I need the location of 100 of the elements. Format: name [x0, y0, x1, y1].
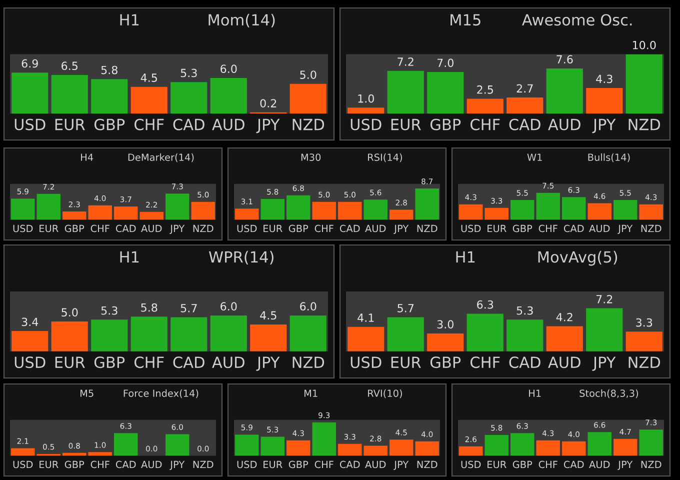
data-label: 7.6: [556, 55, 573, 64]
chart-subtitle: DeMarker(14): [128, 153, 194, 162]
chart-subtitle: WPR(14): [208, 250, 274, 265]
x-tick-label: CHF: [134, 356, 164, 368]
bar: [387, 70, 424, 114]
bar: [12, 72, 48, 114]
chart-title: H1: [529, 390, 541, 397]
bar: [626, 332, 662, 352]
bar: [62, 212, 86, 220]
chart-title: M5: [80, 390, 94, 397]
data-label: 5.0: [62, 308, 78, 317]
x-tick-label: EUR: [391, 356, 421, 368]
x-tick-label: CHF: [314, 460, 334, 468]
data-label: 5.7: [398, 304, 414, 312]
bar: [348, 108, 384, 114]
data-label: 3.0: [437, 320, 454, 329]
bar: [390, 440, 414, 456]
chart-title: H1: [120, 251, 139, 263]
bar: [415, 188, 439, 220]
chart-subtitle: RVI(10): [368, 389, 402, 398]
bar: [348, 326, 384, 352]
data-label: 0.2: [260, 99, 276, 108]
x-tick-label: CAD: [116, 460, 136, 468]
bar: [546, 68, 583, 114]
x-tick-label: JPY: [170, 460, 185, 470]
bar: [510, 433, 534, 456]
bar: [166, 434, 190, 456]
bar: [312, 422, 336, 456]
x-tick-label: NZD: [292, 118, 324, 130]
x-tick-label: CHF: [90, 224, 110, 232]
x-tick-label: JPY: [618, 460, 633, 470]
bar: [562, 441, 586, 456]
bar: [614, 200, 638, 220]
x-tick-label: AUD: [141, 460, 162, 468]
data-label: 5.3: [516, 306, 533, 315]
bar: [338, 444, 362, 456]
chart-title: W1: [527, 154, 542, 161]
bar: [387, 317, 424, 352]
data-label: 4.3: [596, 74, 612, 84]
bar: [170, 82, 208, 114]
data-label: 6.0: [220, 64, 237, 74]
bar: [260, 436, 284, 456]
x-tick-label: CAD: [509, 356, 540, 368]
bar: [536, 192, 560, 220]
x-tick-label: EUR: [55, 118, 85, 130]
x-tick-label: JPY: [256, 356, 280, 371]
x-tick-label: CHF: [470, 118, 500, 130]
bar: [588, 203, 612, 220]
x-tick-label: JPY: [394, 460, 409, 470]
data-label: 7.2: [596, 294, 612, 304]
bar: [290, 84, 326, 114]
bar: [506, 320, 544, 352]
bar: [466, 98, 504, 114]
x-tick-label: CHF: [470, 356, 500, 368]
x-tick-label: CAD: [116, 224, 136, 232]
x-tick-label: AUD: [365, 224, 386, 232]
bar: [484, 434, 508, 456]
x-tick-label: USD: [237, 460, 257, 468]
x-tick-label: GBP: [64, 224, 84, 232]
bar: [415, 441, 439, 456]
bar: [250, 324, 287, 352]
x-tick-label: CHF: [90, 460, 110, 468]
x-tick-label: EUR: [391, 118, 421, 130]
bar: [338, 202, 362, 220]
x-tick-label: GBP: [430, 356, 461, 368]
data-label: 1.0: [358, 94, 374, 103]
chart-title: H1: [120, 14, 139, 26]
bar: [286, 440, 310, 456]
x-tick-label: USD: [14, 118, 46, 130]
x-tick-label: CAD: [173, 356, 204, 368]
x-tick-label: AUD: [365, 460, 386, 468]
x-tick-label: NZD: [628, 356, 660, 368]
x-tick-label: NZD: [292, 356, 324, 368]
bar: [88, 452, 112, 456]
chart-subtitle: Bulls(14): [588, 153, 630, 162]
x-tick-label: GBP: [288, 224, 308, 232]
bar: [639, 430, 663, 456]
bar: [626, 54, 662, 114]
bar: [210, 315, 247, 352]
bar: [260, 198, 284, 220]
data-label: 4.5: [260, 311, 276, 320]
bar: [235, 208, 259, 220]
x-tick-label: NZD: [641, 224, 662, 232]
x-tick-label: NZD: [417, 460, 438, 468]
bar: [114, 206, 138, 220]
x-tick-label: AUD: [212, 118, 244, 130]
bar: [364, 446, 388, 456]
bar: [639, 204, 663, 220]
bar: [546, 326, 583, 352]
x-tick-label: NZD: [193, 460, 214, 468]
x-tick-label: NZD: [417, 224, 438, 232]
bar: [11, 198, 35, 220]
bar: [562, 197, 586, 220]
x-tick-label: USD: [13, 460, 33, 468]
chart-subtitle: RSI(14): [368, 153, 402, 162]
data-label: 6.3: [477, 300, 494, 309]
bar: [427, 72, 464, 114]
chart-title: M30: [301, 154, 321, 161]
x-tick-label: AUD: [589, 460, 610, 468]
data-label: 3.4: [22, 318, 38, 326]
